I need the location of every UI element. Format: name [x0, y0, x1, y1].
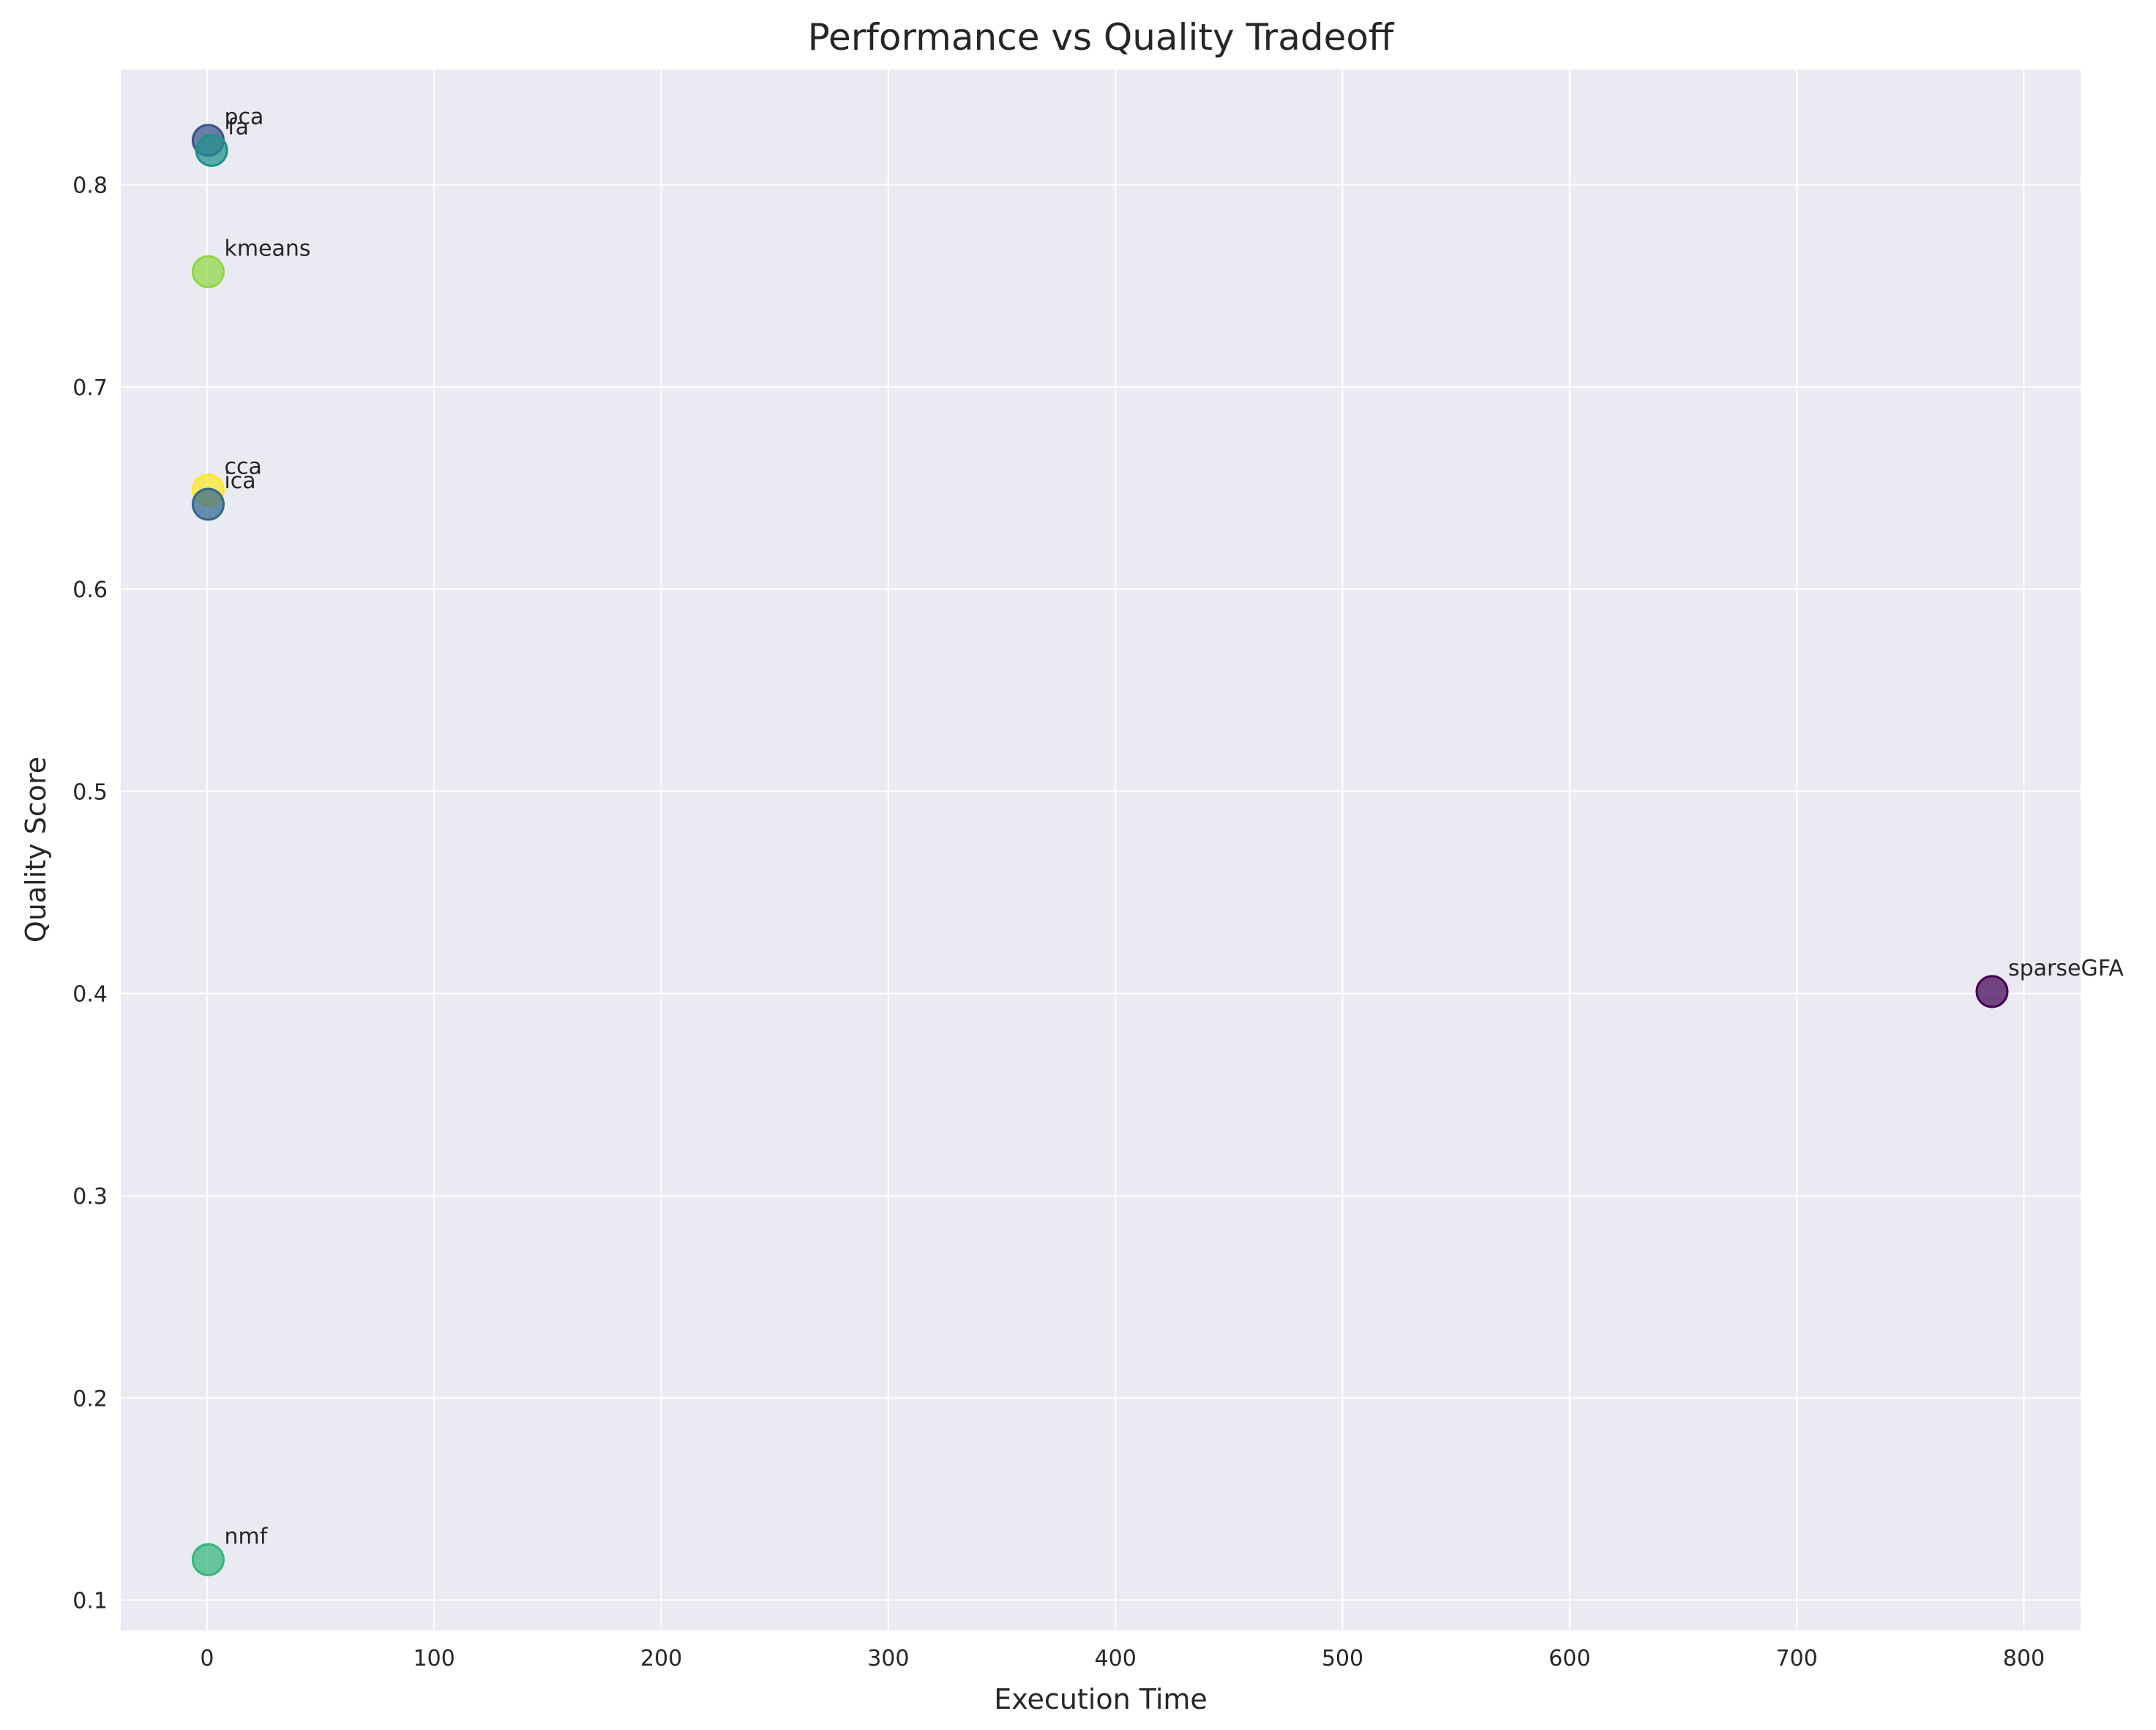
scatter-point-sparseGFA	[1975, 975, 2009, 1008]
point-label-fa: fa	[228, 115, 249, 141]
x-tick-label: 200	[640, 1646, 682, 1671]
scatter-point-kmeans	[191, 255, 225, 288]
y-tick-label: 0.5	[72, 779, 108, 805]
scatter-point-nmf	[191, 1543, 225, 1576]
point-label-sparseGFA: sparseGFA	[2008, 956, 2124, 981]
point-label-pca: pca	[224, 105, 263, 130]
point-label-kmeans: kmeans	[224, 236, 310, 261]
point-label-nmf: nmf	[224, 1524, 268, 1549]
point-label-cca: cca	[224, 454, 261, 480]
x-tick-label: 100	[413, 1646, 455, 1671]
x-tick-label: 400	[1095, 1646, 1137, 1671]
y-tick-label: 0.8	[72, 173, 108, 198]
x-axis-label: Execution Time	[994, 1683, 1208, 1715]
point-label-ica: ica	[224, 468, 255, 494]
grid-lines	[121, 70, 2081, 1630]
x-tick-label: 300	[867, 1646, 909, 1671]
x-tick-label: 500	[1322, 1646, 1363, 1671]
y-axis-label: Quality Score	[20, 757, 52, 943]
scatter-point-ica	[191, 487, 225, 521]
y-tick-label: 0.2	[72, 1386, 108, 1412]
x-tick-label: 700	[1775, 1646, 1817, 1671]
data-points	[191, 124, 2009, 1576]
x-tick-label: 0	[200, 1646, 214, 1671]
y-tick-label: 0.1	[72, 1589, 108, 1614]
y-axis-ticks: 0.1 0.2 0.3 0.4 0.5 0.6 0.7 0.8	[72, 173, 108, 1614]
x-tick-label: 600	[1549, 1646, 1590, 1671]
x-tick-label: 800	[2003, 1646, 2045, 1671]
scatter-point-fa	[195, 134, 228, 168]
x-axis-ticks: 0 100 200 300 400 500 600 700 800	[200, 1646, 2045, 1671]
plot-area	[121, 70, 2081, 1630]
y-tick-label: 0.6	[72, 577, 108, 603]
y-tick-label: 0.4	[72, 982, 108, 1008]
chart-title: Performance vs Quality Tradeoff	[808, 16, 1395, 59]
y-tick-label: 0.3	[72, 1184, 108, 1210]
y-tick-label: 0.7	[72, 375, 108, 401]
